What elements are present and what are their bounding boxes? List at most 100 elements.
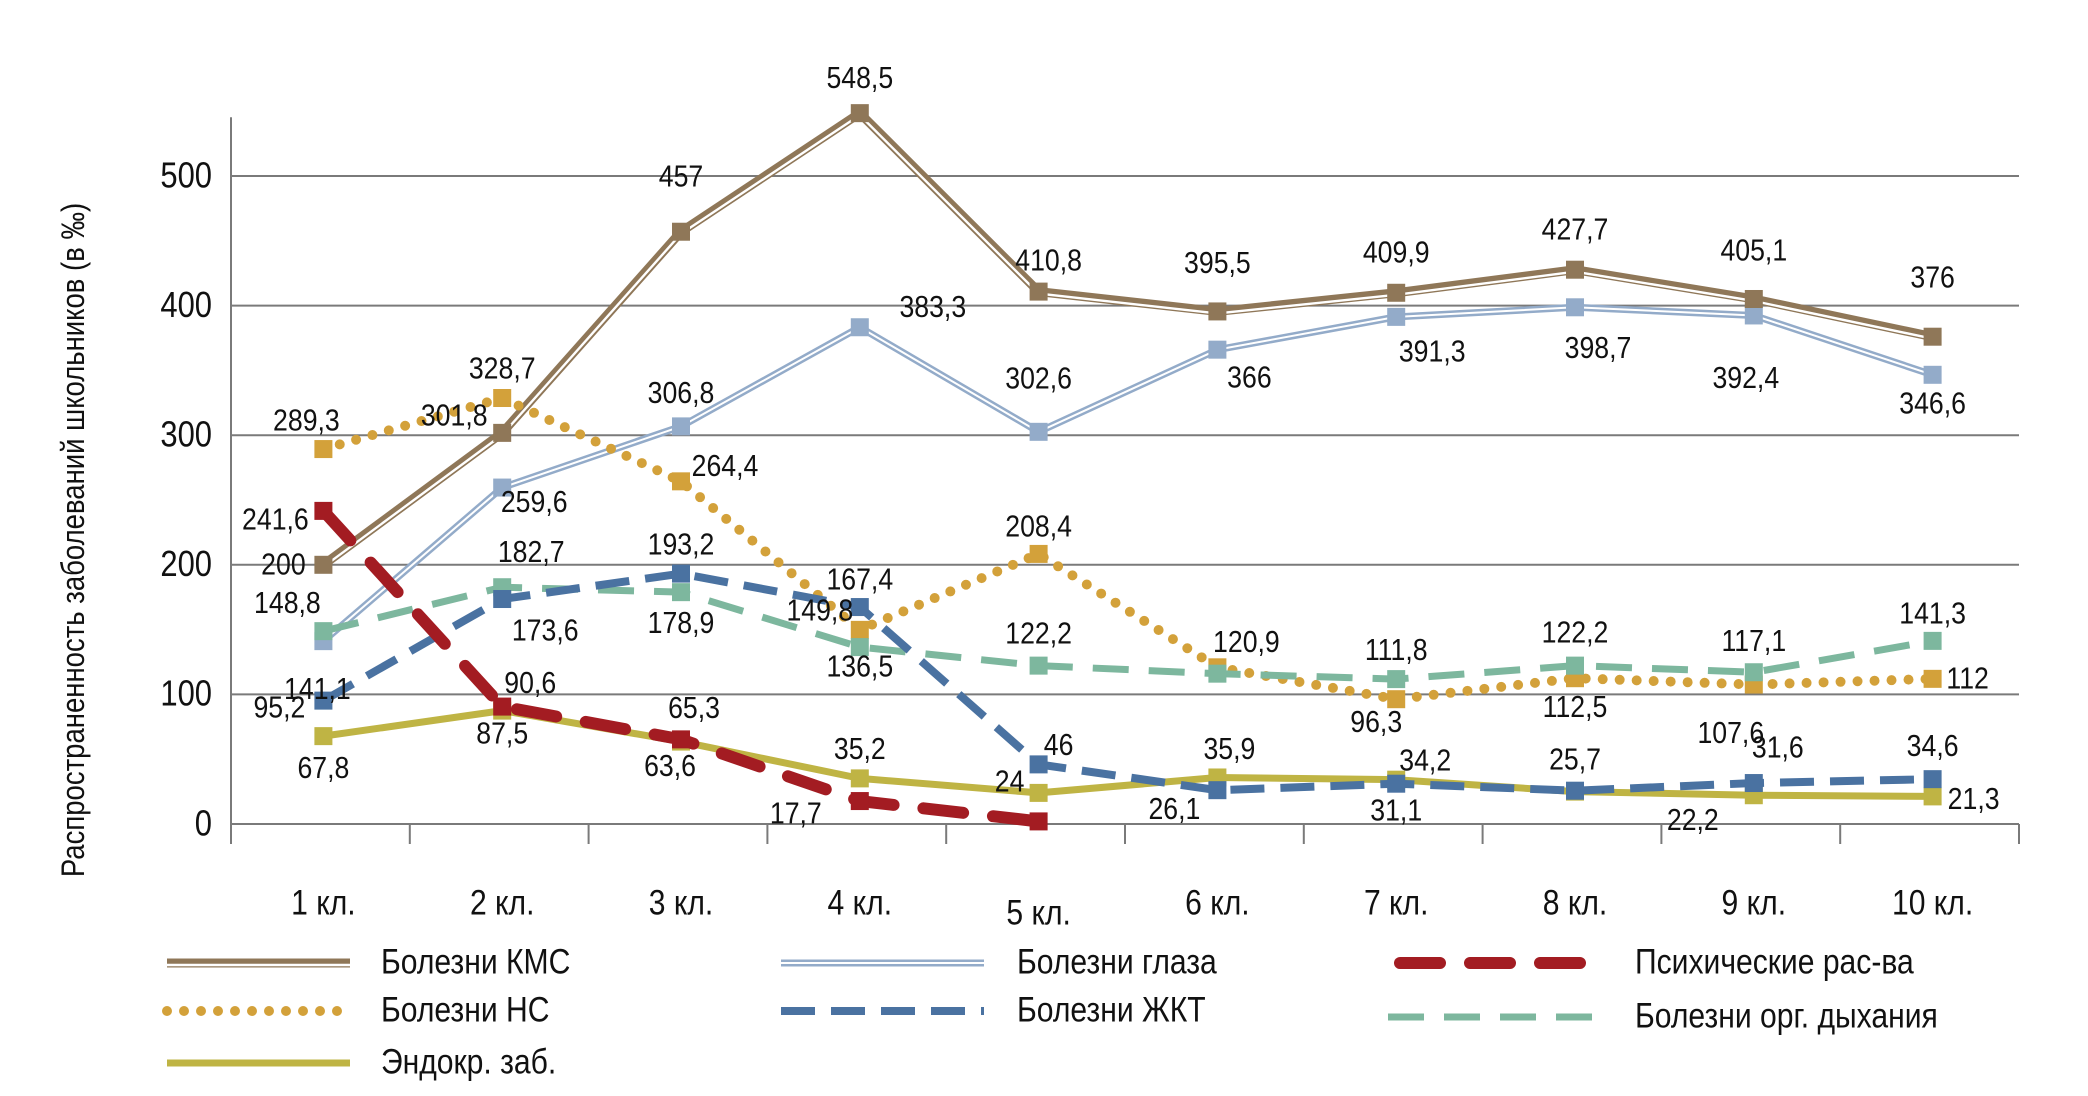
data-point-marker [1029,422,1048,441]
data-label: 398,7 [1565,331,1632,365]
series-психические-рас-ва [314,501,1048,831]
data-point-marker [314,622,333,641]
data-label: 112,5 [1543,690,1608,724]
data-label: 149,8 [786,594,853,628]
data-point-marker [672,417,690,436]
x-tick-label: 4 кл. [828,882,893,922]
legend-item-болезни-глаза: Болезни глаза [781,941,1218,981]
data-point-marker [314,440,333,459]
series-line-inner [322,306,1933,642]
y-tick-label: 100 [160,675,212,715]
data-point-marker [850,104,869,123]
data-point-marker [493,389,512,408]
data-label: 241,6 [242,503,309,537]
data-label: 289,3 [273,404,340,438]
data-label: 107,6 [1697,716,1764,750]
data-point-marker [1744,306,1763,325]
data-point-marker [1387,670,1406,689]
data-label: 22,2 [1667,803,1719,837]
data-label: 136,5 [826,650,893,684]
axes: 0 100 200 300 400 500 1 кл. 2 кл. 3 кл. 4 кл. 5 кл… [160,117,2020,932]
data-labels: 200 301,8 457 548,5 410,8 395,5 409,9 427,7 405,… [242,61,1999,837]
data-point-marker [493,697,512,716]
data-point-marker [1566,260,1584,279]
data-label: 548,5 [826,61,893,95]
x-tick-label: 1 кл. [291,882,356,922]
data-point-marker [1029,812,1048,831]
data-point-marker [1923,631,1942,650]
data-label: 24 [995,765,1025,799]
data-point-marker [672,472,690,491]
series-line-inner [322,113,1933,568]
data-label: 141,3 [1899,597,1966,631]
data-point-marker [1744,289,1763,308]
series-line [318,393,1938,705]
data-point-marker [1387,307,1406,326]
data-point-marker [672,730,690,749]
data-label: 63,6 [644,749,696,783]
data-label: 301,8 [421,399,488,433]
data-point-marker [1566,781,1584,800]
y-tick-label: 400 [160,286,212,326]
data-point-marker [1923,770,1942,789]
data-label: 35,9 [1203,732,1255,766]
data-label: 391,3 [1399,335,1466,369]
data-point-marker [1208,340,1227,359]
x-tick-label: 3 кл. [649,882,714,922]
x-tick-label: 5 кл. [1006,892,1071,932]
data-point-marker [1029,656,1048,675]
data-point-marker [850,769,869,788]
data-label: 67,8 [297,751,349,785]
data-point-marker [1923,669,1942,688]
data-point-marker [672,583,690,602]
data-label: 95,2 [253,690,305,724]
series-line [322,583,1934,683]
data-label: 167,4 [826,563,893,597]
data-label: 122,2 [1005,616,1072,650]
legend-label: Болезни глаза [1017,941,1218,981]
data-point-marker [314,501,333,520]
data-point-marker [850,638,869,657]
data-label: 122,2 [1542,615,1609,649]
data-point-marker [493,590,512,609]
series-болезни-глаза [314,298,1942,651]
data-label: 410,8 [1015,243,1082,277]
legend-label: Болезни КМС [381,941,570,981]
data-label: 405,1 [1720,234,1787,268]
data-point-marker [850,318,869,337]
data-label: 31,1 [1370,794,1422,828]
data-label: 46 [1044,728,1074,762]
data-label: 17,7 [770,797,822,831]
data-label: 117,1 [1721,624,1786,658]
y-tick-label: 0 [195,804,212,844]
data-point-marker [1029,755,1048,774]
legend-item-болезни-жкт: Болезни ЖКТ [781,989,1206,1029]
data-point-marker [1387,283,1406,302]
legend-label: Эндокр. заб. [381,1041,556,1081]
data-label: 34,2 [1399,744,1451,778]
y-tick-label: 300 [160,415,212,455]
legend-label: Болезни ЖКТ [1017,989,1206,1029]
data-point-marker [1566,298,1584,317]
data-label: 395,5 [1184,246,1251,280]
y-tick-label: 500 [160,156,212,196]
x-tick-label: 9 кл. [1722,882,1787,922]
data-label: 35,2 [834,732,886,766]
legend-item-болезни-орг-дыхания: Болезни орг. дыхания [1388,995,1938,1035]
data-point-marker [1923,365,1942,384]
data-point-marker [1744,663,1763,682]
data-label: 409,9 [1363,236,1430,270]
data-label: 383,3 [899,290,966,324]
data-label: 208,4 [1005,510,1072,544]
data-label: 306,8 [648,376,715,410]
data-point-marker [850,598,869,617]
data-label: 193,2 [648,527,715,561]
data-point-marker [1744,774,1763,793]
x-tick-label: 6 кл. [1185,882,1250,922]
data-point-marker [1923,327,1942,346]
data-label: 111,8 [1365,633,1428,667]
data-label: 427,7 [1542,213,1609,247]
data-label: 302,6 [1005,362,1072,396]
data-point-marker [1566,656,1584,675]
